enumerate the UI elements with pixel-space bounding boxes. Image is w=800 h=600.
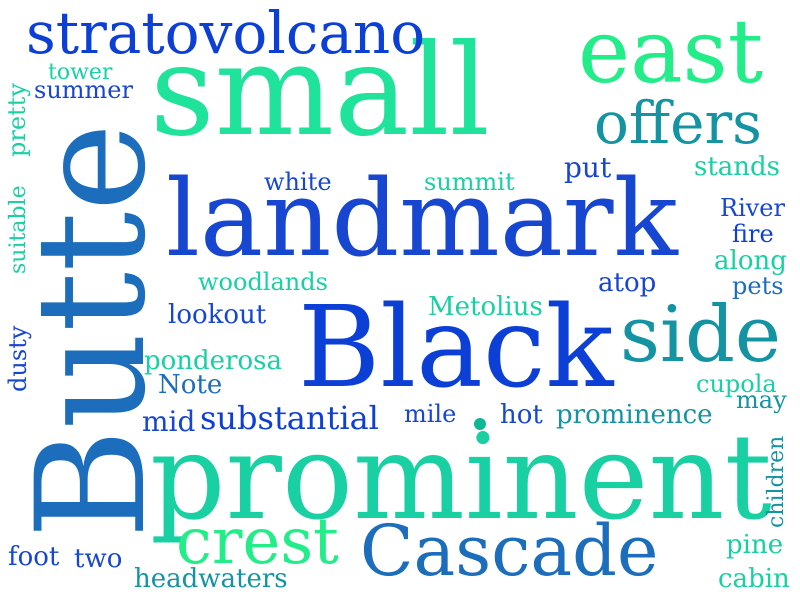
word-side: side (620, 290, 782, 380)
word-cabin: cabin (718, 564, 790, 594)
word-along: along (714, 246, 787, 276)
word-may: may (736, 386, 787, 414)
word-white: white (264, 168, 332, 196)
word-pine: pine (726, 530, 784, 560)
word-pets: pets (732, 272, 784, 300)
word-black: Black (298, 283, 614, 413)
word-cupola: cupola (696, 370, 777, 398)
word-pretty: pretty (3, 83, 31, 157)
word-two: two (74, 544, 123, 574)
word-summer: summer (34, 76, 133, 104)
word-substantial: substantial (200, 399, 379, 437)
word-butte: Butte (5, 122, 179, 539)
word-put: put (564, 151, 612, 184)
word-hot: hot (500, 400, 543, 430)
word-small: small (150, 17, 490, 164)
word-tower: tower (48, 60, 113, 85)
word-lookout: lookout (168, 300, 267, 330)
word-crest: crest (176, 505, 339, 579)
word-offers: offers (594, 89, 762, 157)
word-fire: fire (732, 220, 774, 248)
word-stratovolcano: stratovolcano (26, 0, 426, 67)
word-dusty: dusty (4, 325, 32, 392)
word-metolius: Metolius (428, 292, 543, 322)
word-prominence: prominence (556, 400, 713, 430)
word-stands: stands (694, 152, 781, 182)
word-ponderosa: ponderosa (144, 346, 282, 376)
word-landmark: landmark (166, 157, 678, 280)
word-mid: mid (142, 405, 196, 438)
word-atop: atop (598, 268, 657, 298)
word-cascade: Cascade (360, 510, 659, 592)
word-east: east (578, 0, 764, 103)
word-note: Note (158, 370, 223, 400)
word-suitable: suitable (6, 185, 31, 274)
word-woodlands: woodlands (198, 268, 328, 296)
word-summit: summit (424, 168, 515, 196)
word-river: River (720, 194, 785, 222)
word-prominent: prominent (150, 408, 772, 546)
word-children: children (764, 435, 789, 528)
word-headwaters: headwaters (134, 564, 288, 594)
dot-mark (474, 418, 486, 430)
word-foot: foot (8, 542, 60, 572)
word-mile: mile (404, 400, 457, 428)
